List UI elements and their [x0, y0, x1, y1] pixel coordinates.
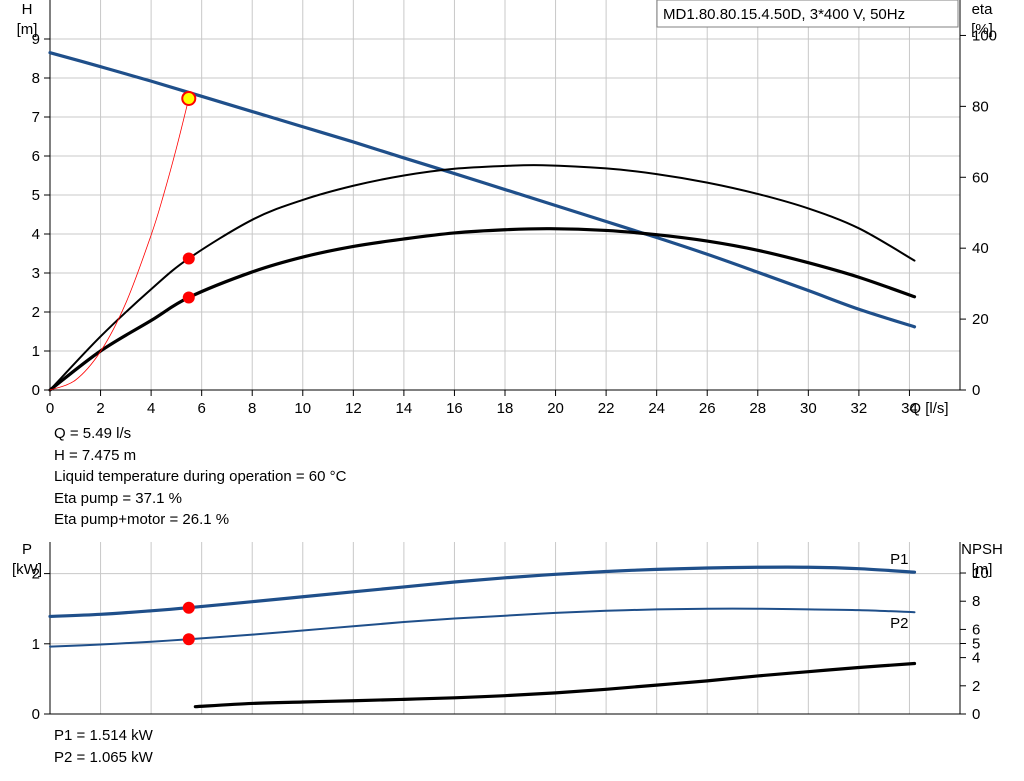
- y-tick-label: 3: [32, 265, 40, 282]
- y2-axis-unit: [%]: [971, 21, 993, 38]
- title-box: [656, 0, 959, 28]
- operating-point-marker: [182, 291, 195, 304]
- y-tick-label: 8: [32, 70, 40, 87]
- x-axis-label: Q [l/s]: [909, 400, 948, 417]
- y2-tick-label: 2: [972, 678, 980, 695]
- info-eta-pump-motor: Eta pump+motor = 26.1 %: [54, 511, 230, 528]
- info-eta-pump: Eta pump = 37.1 %: [54, 489, 182, 507]
- y-tick-label: 2: [32, 304, 40, 321]
- info-p1: P1 = 1.514 kW: [54, 727, 153, 744]
- y2-tick-label: 4: [972, 650, 980, 667]
- y2-axis-label: NPSH: [961, 541, 1003, 558]
- x-tick-label: 8: [248, 400, 256, 417]
- chart-title: MD1.80.80.15.4.50D, 3*400 V, 50Hz: [663, 6, 905, 23]
- series-system-curve: [49, 98, 190, 391]
- x-tick-label: 34: [901, 400, 918, 417]
- x-tick-label: 16: [446, 400, 463, 417]
- y-tick-label: 1: [32, 343, 40, 360]
- y-tick-label: 4: [32, 226, 40, 243]
- x-tick-label: 6: [197, 400, 205, 417]
- y-tick-label: 9: [32, 31, 40, 48]
- x-tick-label: 10: [294, 400, 311, 417]
- info-flow: Q = 5.49 l/s: [54, 425, 132, 442]
- y2-tick-label: 60: [972, 169, 989, 186]
- x-tick-label: 22: [598, 400, 615, 417]
- series-NPSH: [193, 661, 917, 709]
- y2-tick-label: 6: [972, 621, 980, 638]
- x-tick-label: 2: [96, 400, 104, 417]
- x-tick-label: 0: [46, 400, 54, 417]
- y2-axis-unit: [m]: [972, 561, 993, 578]
- x-tick-label: 12: [345, 400, 362, 417]
- x-tick-label: 32: [851, 400, 868, 417]
- y-axis-label: H: [22, 1, 33, 18]
- series-eta-pump-motor: [48, 227, 917, 392]
- series-label-p2: P2: [890, 615, 908, 632]
- operating-point-marker: [182, 252, 195, 265]
- y-axis-unit: [kW]: [12, 561, 42, 578]
- info-liquid-temperature: Liquid temperature during operation = 60…: [54, 468, 347, 485]
- y2-tick-label: 8: [972, 593, 980, 610]
- y2-tick-label: 0: [972, 706, 980, 723]
- x-tick-label: 24: [648, 400, 665, 417]
- y2-tick-label: 40: [972, 240, 989, 257]
- x-tick-label: 26: [699, 400, 716, 417]
- y2-tick-label: 20: [972, 311, 989, 328]
- x-tick-label: 28: [749, 400, 766, 417]
- series-H: [48, 51, 917, 329]
- y2-tick-label: 80: [972, 98, 989, 115]
- y-tick-label: 0: [32, 382, 40, 399]
- y2-tick-label: 5: [972, 636, 980, 653]
- x-tick-label: 30: [800, 400, 817, 417]
- power-info: P1 = 1.514 kW P2 = 1.065 kW: [54, 725, 153, 768]
- x-tick-label: 20: [547, 400, 564, 417]
- duty-point-marker: [181, 90, 197, 106]
- y2-axis-label: eta: [972, 1, 994, 18]
- duty-point-info: Q = 5.49 l/s H = 7.475 m Liquid temperat…: [54, 423, 346, 531]
- x-tick-label: 14: [396, 400, 413, 417]
- series-label-p1: P1: [890, 551, 908, 568]
- y-tick-label: 6: [32, 148, 40, 165]
- series-P2: [49, 607, 916, 648]
- x-tick-label: 18: [497, 400, 514, 417]
- y2-tick-label: 0: [972, 382, 980, 399]
- y-axis-label: P: [22, 541, 32, 558]
- info-p2: P2 = 1.065 kW: [54, 748, 153, 766]
- series-eta-pump: [49, 164, 916, 391]
- y-tick-label: 1: [32, 636, 40, 653]
- y2-tick-label: 100: [972, 27, 997, 44]
- y-tick-label: 0: [32, 706, 40, 723]
- x-tick-label: 4: [147, 400, 155, 417]
- y-tick-label: 5: [32, 187, 40, 204]
- info-head: H = 7.475 m: [54, 446, 137, 464]
- operating-point-marker: [182, 601, 195, 614]
- operating-point-marker: [182, 633, 195, 646]
- y-tick-label: 7: [32, 109, 40, 126]
- y2-tick-label: 10: [972, 565, 989, 582]
- y-axis-unit: [m]: [17, 21, 38, 38]
- y-tick-label: 2: [32, 566, 40, 583]
